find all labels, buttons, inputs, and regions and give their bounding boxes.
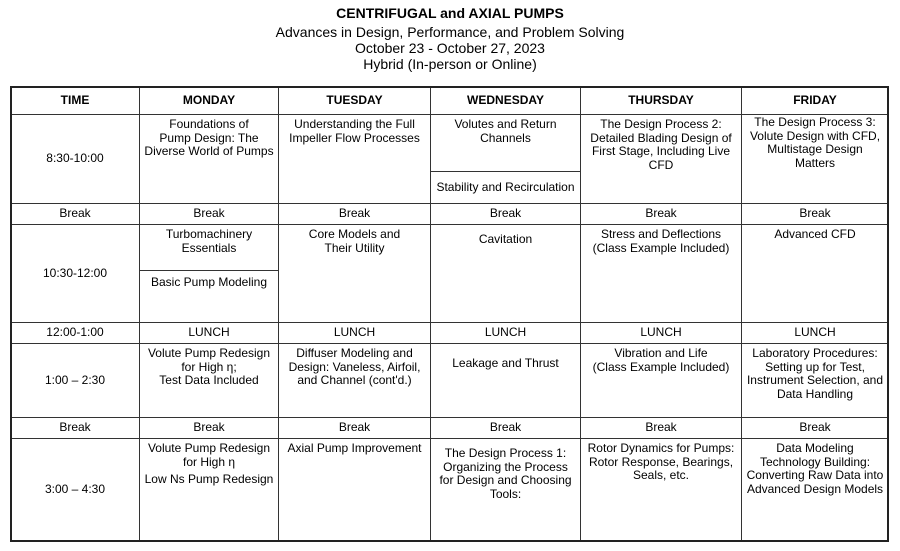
session-monday-4a: Volute Pump Redesign for High η bbox=[139, 438, 279, 542]
time-cell: Break bbox=[10, 417, 140, 439]
break-cell: Break bbox=[278, 203, 431, 225]
session-wednesday-3: Leakage and Thrust bbox=[430, 343, 581, 418]
session-wednesday-1b: Stability and Recirculation bbox=[430, 171, 581, 204]
document-title: CENTRIFUGAL and AXIAL PUMPS bbox=[336, 5, 564, 21]
header-thursday: THURSDAY bbox=[580, 86, 742, 115]
document-dates: October 23 - October 27, 2023 bbox=[355, 40, 545, 56]
session-thursday-1: The Design Process 2: Detailed Blading D… bbox=[580, 114, 742, 204]
session-monday-2b: Basic Pump Modeling bbox=[139, 270, 279, 323]
time-cell: 10:30-12:00 bbox=[10, 224, 140, 323]
break-cell: Break bbox=[139, 203, 279, 225]
session-wednesday-2: Cavitation bbox=[430, 224, 581, 323]
break-cell: Break bbox=[741, 203, 889, 225]
session-friday-4: Data Modeling Technology Building: Conve… bbox=[741, 438, 889, 542]
lunch-cell: LUNCH bbox=[580, 322, 742, 344]
break-cell: Break bbox=[430, 203, 581, 225]
header-monday: MONDAY bbox=[139, 86, 279, 115]
break-cell: Break bbox=[430, 417, 581, 439]
time-cell: 8:30-10:00 bbox=[10, 114, 140, 204]
header-tuesday: TUESDAY bbox=[278, 86, 431, 115]
session-friday-2: Advanced CFD bbox=[741, 224, 889, 323]
header-time: TIME bbox=[10, 86, 140, 115]
time-cell: 3:00 – 4:30 bbox=[10, 438, 140, 542]
session-tuesday-1: Understanding the Full Impeller Flow Pro… bbox=[278, 114, 431, 204]
lunch-cell: LUNCH bbox=[139, 322, 279, 344]
session-thursday-2: Stress and Deflections (Class Example In… bbox=[580, 224, 742, 323]
lunch-cell: LUNCH bbox=[430, 322, 581, 344]
session-wednesday-4: The Design Process 1: Organizing the Pro… bbox=[430, 438, 581, 542]
session-tuesday-2: Core Models and Their Utility bbox=[278, 224, 431, 323]
time-cell: Break bbox=[10, 203, 140, 225]
session-friday-3: Laboratory Procedures: Setting up for Te… bbox=[741, 343, 889, 418]
header-wednesday: WEDNESDAY bbox=[430, 86, 581, 115]
document-format: Hybrid (In-person or Online) bbox=[363, 56, 537, 72]
break-cell: Break bbox=[278, 417, 431, 439]
session-thursday-3: Vibration and Life (Class Example Includ… bbox=[580, 343, 742, 418]
time-cell: 1:00 – 2:30 bbox=[10, 343, 140, 418]
break-cell: Break bbox=[580, 203, 742, 225]
time-cell: 12:00-1:00 bbox=[10, 322, 140, 344]
session-tuesday-4: Axial Pump Improvement bbox=[278, 438, 431, 542]
lunch-cell: LUNCH bbox=[278, 322, 431, 344]
lunch-cell: LUNCH bbox=[741, 322, 889, 344]
break-cell: Break bbox=[741, 417, 889, 439]
break-cell: Break bbox=[580, 417, 742, 439]
session-friday-1: The Design Process 3: Volute Design with… bbox=[741, 114, 889, 204]
session-thursday-4: Rotor Dynamics for Pumps: Rotor Response… bbox=[580, 438, 742, 542]
header-friday: FRIDAY bbox=[741, 86, 889, 115]
session-monday-3: Volute Pump Redesign for High η; Test Da… bbox=[139, 343, 279, 418]
session-monday-1: Foundations of Pump Design: The Diverse … bbox=[139, 114, 279, 204]
document-subtitle: Advances in Design, Performance, and Pro… bbox=[275, 24, 625, 40]
session-wednesday-1a: Volutes and Return Channels bbox=[430, 114, 581, 172]
session-monday-4b: Low Ns Pump Redesign bbox=[144, 472, 274, 486]
session-tuesday-3: Diffuser Modeling and Design: Vaneless, … bbox=[278, 343, 431, 418]
session-monday-2a: Turbomachinery Essentials bbox=[139, 224, 279, 271]
break-cell: Break bbox=[139, 417, 279, 439]
